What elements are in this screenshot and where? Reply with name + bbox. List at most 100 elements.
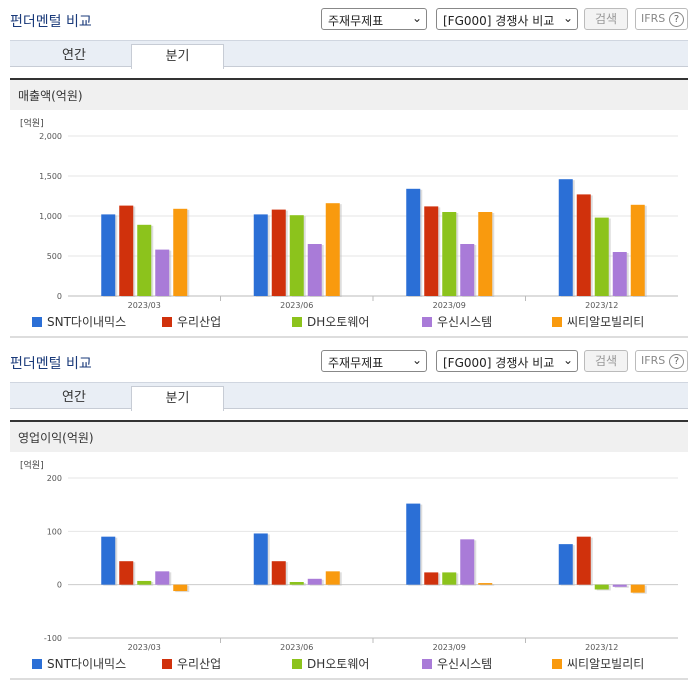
help-icon[interactable]: ? — [669, 12, 684, 27]
tab-annual[interactable]: 연간 — [62, 390, 86, 405]
compare-select-value: [FG000] 경쟁사 비교 — [443, 356, 555, 370]
y-tick-label: 0 — [57, 292, 62, 301]
bar-2-4 — [478, 583, 493, 585]
chevron-down-icon: ⌄ — [562, 353, 573, 367]
legend-label: 우리산업 — [177, 315, 222, 329]
y-tick-label: 1,000 — [39, 212, 62, 221]
bar-1-0 — [253, 533, 268, 585]
bar-0-1 — [119, 205, 134, 296]
legend-item[interactable]: 우신시스템 — [422, 313, 492, 330]
period-tabs: 연간 분기 — [10, 382, 688, 411]
bar-0-0 — [101, 536, 116, 585]
ifrs-button[interactable]: IFRS ? — [635, 350, 688, 372]
chart-area: [억원] 200 100 0 -100 2023/03 2023/06 2023/09 2023… — [10, 452, 688, 680]
period-tabs: 연간 분기 — [10, 40, 688, 69]
y-tick-label: 500 — [47, 252, 62, 261]
chevron-down-icon: ⌄ — [411, 353, 422, 367]
bar-0-0 — [101, 214, 116, 296]
bar-2-3 — [460, 244, 475, 296]
ifrs-button[interactable]: IFRS ? — [635, 8, 688, 30]
tab-quarterly[interactable]: 분기 — [131, 386, 224, 411]
legend-item[interactable]: DH오토웨어 — [292, 655, 369, 672]
y-tick-label: 0 — [57, 581, 62, 590]
legend-swatch — [552, 317, 562, 327]
chart-title: 매출액(억원) — [18, 89, 83, 103]
panel-title: 펀더멘털 비교 — [10, 14, 92, 30]
bar-2-0 — [406, 503, 421, 585]
legend-item[interactable]: 씨티알모빌리티 — [552, 313, 644, 330]
bar-0-1 — [119, 561, 134, 585]
legend-swatch — [162, 317, 172, 327]
y-tick-label: 1,500 — [39, 172, 62, 181]
legend-swatch — [292, 317, 302, 327]
statement-select-value: 주재무제표 — [328, 356, 384, 370]
legend-swatch — [422, 659, 432, 669]
bar-3-4 — [630, 204, 645, 296]
compare-select[interactable]: [FG000] 경쟁사 비교 ⌄ — [436, 8, 578, 30]
bar-1-1 — [271, 561, 286, 585]
fundamental-panel-revenue: 펀더멘털 비교 주재무제표 ⌄ [FG000] 경쟁사 비교 ⌄ 검색 IFRS… — [10, 8, 688, 338]
legend-swatch — [162, 659, 172, 669]
bar-0-3 — [155, 571, 170, 585]
x-tick-label: 2023/12 — [585, 643, 618, 652]
bar-3-4 — [630, 584, 645, 593]
statement-select[interactable]: 주재무제표 ⌄ — [321, 8, 427, 30]
bar-1-3 — [307, 578, 322, 585]
bar-0-4 — [173, 584, 188, 592]
legend-swatch — [32, 317, 42, 327]
bar-2-1 — [424, 206, 439, 296]
x-tick-label: 2023/06 — [280, 643, 313, 652]
bar-2-2 — [442, 572, 457, 585]
bar-3-3 — [612, 584, 627, 587]
chart-area: [억원] 2,000 1,500 1,000 500 0 2023/03 2023/06 202… — [10, 110, 688, 338]
tab-quarterly[interactable]: 분기 — [131, 44, 224, 69]
legend-item[interactable]: DH오토웨어 — [292, 313, 369, 330]
legend-item[interactable]: SNT다이내믹스 — [32, 655, 126, 672]
bar-0-2 — [137, 224, 152, 296]
bar-1-2 — [289, 215, 304, 296]
legend-label: DH오토웨어 — [307, 657, 370, 671]
bar-0-3 — [155, 249, 170, 296]
legend-item[interactable]: 우리산업 — [162, 655, 221, 672]
legend-item[interactable]: 우리산업 — [162, 313, 221, 330]
ifrs-label: IFRS — [641, 354, 666, 367]
legend-item[interactable]: 씨티알모빌리티 — [552, 655, 644, 672]
search-button[interactable]: 검색 — [584, 8, 628, 30]
legend-label: 씨티알모빌리티 — [567, 657, 645, 671]
bar-1-3 — [307, 244, 322, 296]
help-icon[interactable]: ? — [669, 354, 684, 369]
compare-select-value: [FG000] 경쟁사 비교 — [443, 14, 555, 28]
bar-0-2 — [137, 580, 152, 585]
bar-3-3 — [612, 252, 627, 296]
bar-3-1 — [576, 194, 591, 296]
x-tick-label: 2023/09 — [433, 301, 466, 310]
y-tick-label: 100 — [47, 527, 62, 536]
bar-shadow — [480, 584, 495, 586]
bar-2-0 — [406, 188, 421, 296]
statement-select[interactable]: 주재무제표 ⌄ — [321, 350, 427, 372]
x-tick-label: 2023/03 — [128, 301, 161, 310]
legend-swatch — [422, 317, 432, 327]
bar-3-0 — [558, 544, 573, 585]
legend-swatch — [32, 659, 42, 669]
tab-annual[interactable]: 연간 — [62, 48, 86, 63]
y-tick-label: 200 — [47, 474, 62, 483]
legend-swatch — [552, 659, 562, 669]
statement-select-value: 주재무제표 — [328, 14, 384, 28]
y-tick-label: -100 — [44, 634, 62, 643]
search-button[interactable]: 검색 — [584, 350, 628, 372]
chevron-down-icon: ⌄ — [562, 11, 573, 25]
legend-item[interactable]: 우신시스템 — [422, 655, 492, 672]
chevron-down-icon: ⌄ — [411, 11, 422, 25]
legend-item[interactable]: SNT다이내믹스 — [32, 313, 126, 330]
legend-label: SNT다이내믹스 — [47, 315, 127, 329]
x-tick-label: 2023/06 — [280, 301, 313, 310]
unit-label: [억원] — [20, 459, 44, 471]
legend-label: SNT다이내믹스 — [47, 657, 127, 671]
revenue-bar-chart: [억원] 2,000 1,500 1,000 500 0 2023/03 2023/06 202… — [20, 117, 678, 310]
chart-header: 매출액(억원) — [10, 78, 688, 110]
panel-title: 펀더멘털 비교 — [10, 356, 92, 372]
x-tick-label: 2023/12 — [585, 301, 618, 310]
compare-select[interactable]: [FG000] 경쟁사 비교 ⌄ — [436, 350, 578, 372]
chart-title: 영업이익(억원) — [18, 431, 94, 445]
